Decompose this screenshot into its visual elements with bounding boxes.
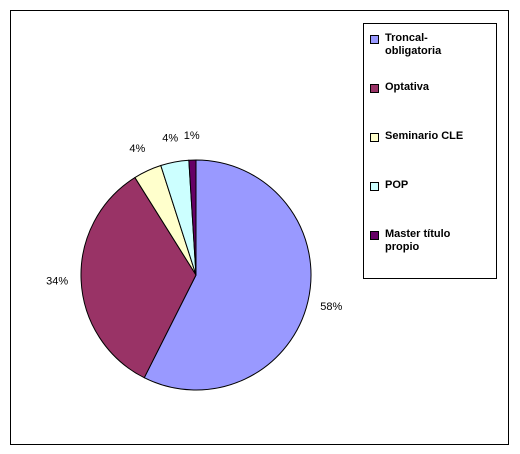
legend-item: Seminario CLE — [370, 130, 492, 179]
data-label: 34% — [46, 275, 68, 287]
pie-slice — [188, 159, 197, 276]
legend-swatch — [370, 231, 379, 240]
legend-swatch — [370, 133, 379, 142]
legend-item: POP — [370, 179, 492, 228]
pie-slice — [80, 176, 197, 379]
legend-swatch — [370, 84, 379, 93]
legend-item: Optativa — [370, 81, 492, 130]
legend-swatch — [370, 182, 379, 191]
legend-label: Troncal-obligatoria — [385, 32, 442, 57]
data-label: 1% — [184, 130, 200, 142]
legend-label: Optativa — [385, 81, 430, 93]
legend-label: Seminario CLE — [385, 130, 464, 142]
data-label: 4% — [162, 132, 178, 144]
data-label: 58% — [320, 301, 342, 313]
legend: Troncal-obligatoria Optativa Seminario CLE… — [363, 23, 497, 279]
legend-label: Master título propio — [385, 228, 451, 253]
data-label: 4% — [129, 143, 145, 155]
legend-label: POP — [385, 179, 409, 191]
legend-swatch — [370, 35, 379, 44]
pie-slice — [143, 159, 312, 391]
legend-item: Master título propio — [370, 228, 492, 277]
legend-item: Troncal-obligatoria — [370, 32, 492, 81]
